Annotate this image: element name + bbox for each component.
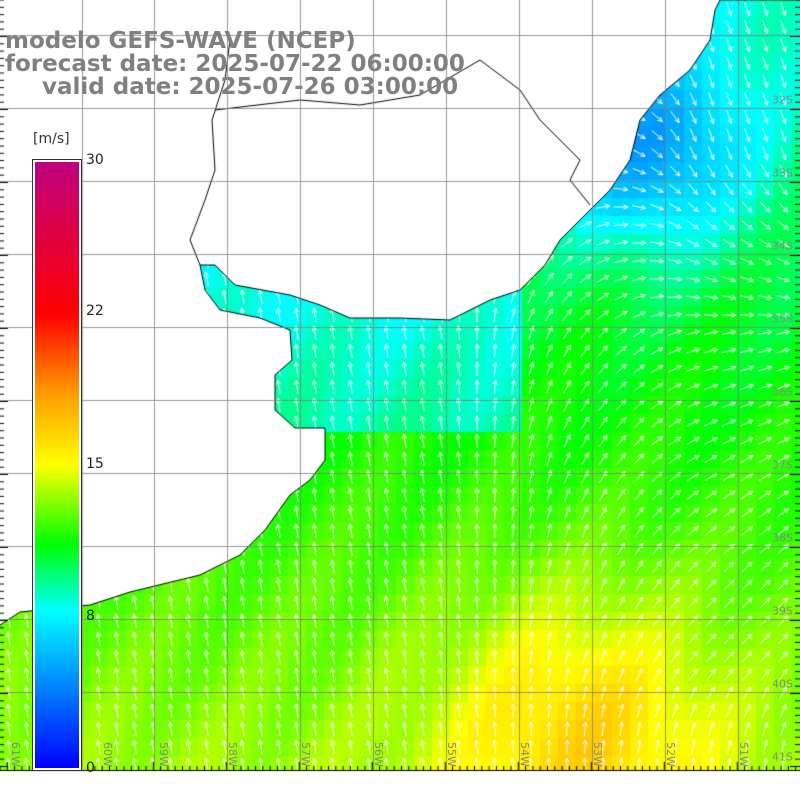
colorbar-label: 0	[86, 760, 95, 776]
colorbar-label: 8	[86, 608, 95, 624]
longitude-label: 51W	[737, 742, 750, 767]
longitude-label: 59W	[157, 742, 170, 767]
latitude-label: 33S	[772, 166, 793, 180]
longitude-label: 53W	[591, 742, 604, 767]
colorbar-label: 22	[86, 303, 104, 319]
longitude-label: 60W	[101, 742, 114, 767]
longitude-label: 56W	[372, 742, 385, 767]
latitude-label: 38S	[772, 531, 793, 545]
latitude-label: 40S	[772, 677, 793, 691]
colorbar-unit: [m/s]	[33, 131, 70, 147]
forecast-date: forecast date: 2025-07-22 06:00:00	[5, 51, 465, 77]
longitude-label: 52W	[664, 742, 677, 767]
latitude-label: 35S	[772, 312, 793, 326]
latitude-label: 34S	[772, 239, 793, 253]
colorbar-label: 30	[86, 152, 104, 168]
longitude-label: 58W	[226, 742, 239, 767]
longitude-label: 57W	[299, 742, 312, 767]
colorbar-label: 15	[86, 456, 104, 472]
model-title: modelo GEFS-WAVE (NCEP)	[5, 28, 356, 54]
longitude-label: 54W	[518, 742, 531, 767]
latitude-label: 32S	[772, 93, 793, 107]
latitude-label: 41S	[772, 750, 793, 764]
valid-date: valid date: 2025-07-26 03:00:00	[42, 74, 459, 100]
latitude-label: 39S	[772, 604, 793, 618]
latitude-label: 36S	[772, 385, 793, 399]
longitude-label: 55W	[445, 742, 458, 767]
longitude-label: 61W	[9, 742, 22, 767]
latitude-label: 37S	[772, 458, 793, 472]
colorbar	[32, 159, 82, 771]
